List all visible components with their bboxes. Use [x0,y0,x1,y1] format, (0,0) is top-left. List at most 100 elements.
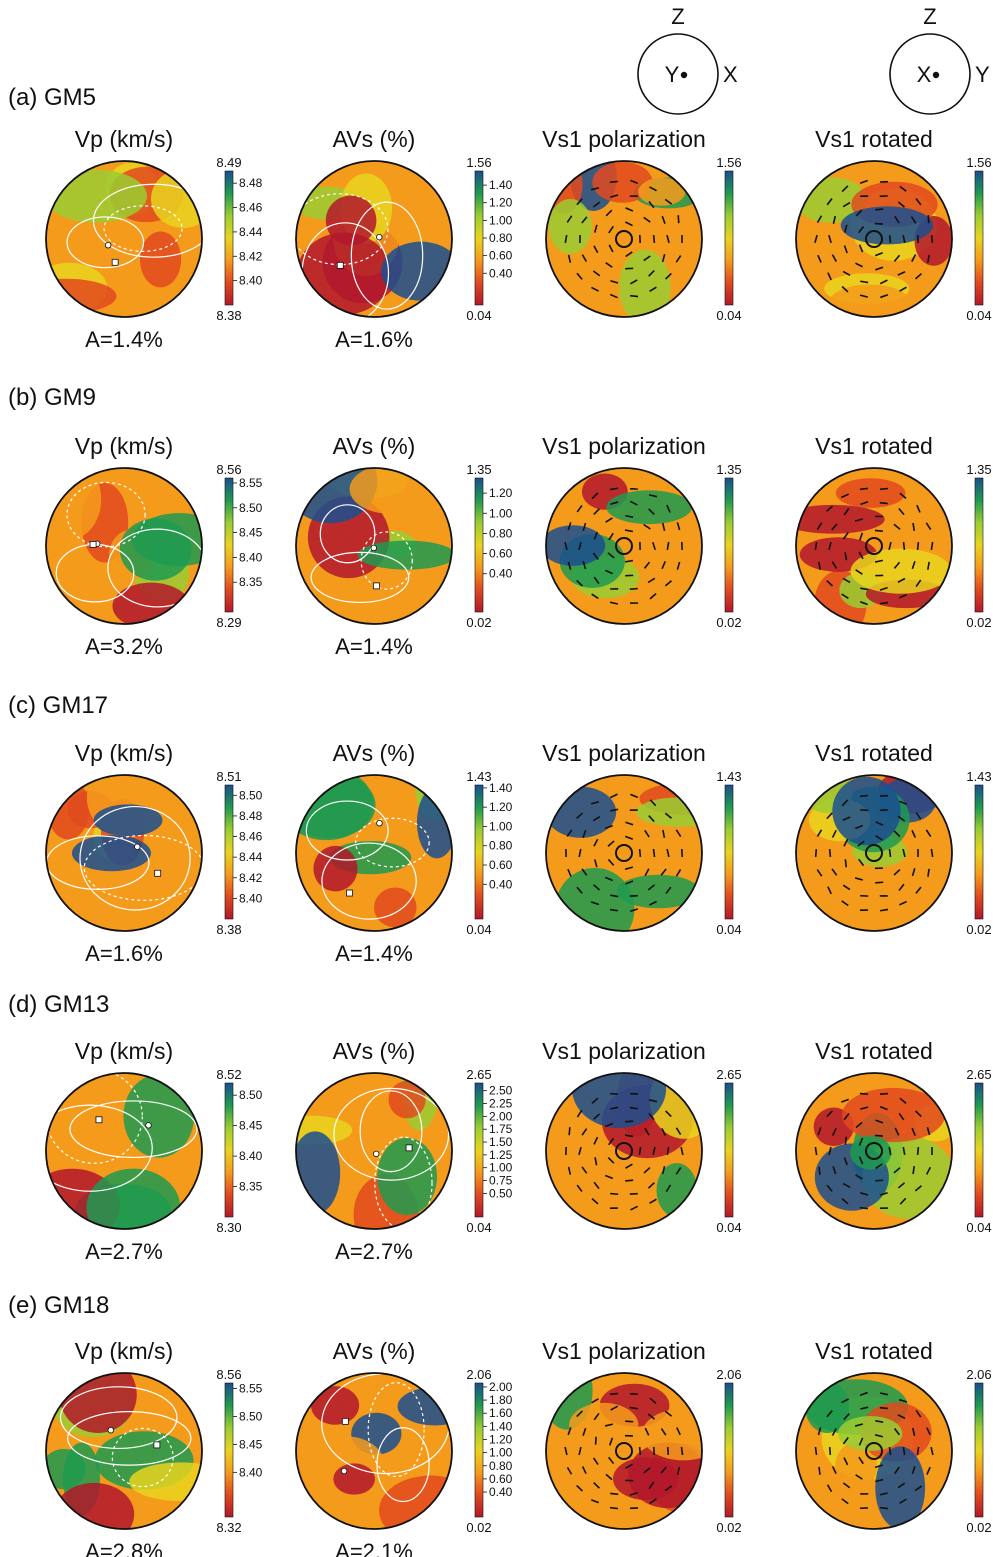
panel-title: Vp (km/s) [75,740,173,766]
panel-title: AVs (%) [333,1038,416,1064]
panel-vp: Vp (km/s)8.498.388.488.468.448.428.40A=1… [15,126,263,352]
stereonet-fill [781,468,952,639]
polarization-tick [610,910,618,911]
colorbar-tick-label: 1.40 [489,178,513,192]
colorbar: 8.498.388.488.468.448.428.40 [216,155,262,323]
panel-avs: AVs (%)1.430.041.401.201.000.800.600.40A… [280,740,513,966]
polarization-tick [875,530,883,531]
panel-title: Vp (km/s) [75,1338,173,1364]
colorbar-min: 0.02 [966,922,991,937]
contour-region [841,206,933,244]
polarization-tick [918,1147,919,1155]
panel-avs: AVs (%)2.060.022.001.801.601.401.201.000… [291,1338,513,1557]
max-marker [154,1442,160,1448]
polarization-tick [880,1094,888,1095]
polarization-tick [819,1467,820,1475]
colorbar-min: 8.32 [216,1520,241,1535]
colorbar-max: 2.65 [966,1067,991,1082]
colorbar-tick-label: 8.46 [239,201,263,215]
max-marker [155,870,161,876]
colorbar-min: 0.04 [966,308,991,323]
panel-pol: Vs1 polarization1.560.04 [542,126,741,324]
colorbar: 2.060.02 [716,1367,741,1535]
colorbar-tick-label: 0.80 [489,231,513,245]
colorbar-scale [475,478,483,612]
stereonet-fill [546,1049,719,1229]
panel-rot: Vs1 rotated2.650.04 [796,1038,992,1235]
max-marker [346,890,352,896]
panel-title: AVs (%) [333,740,416,766]
colorbar-tick-label: 0.60 [489,249,513,263]
polarization-tick [830,849,831,857]
colorbar: 8.528.308.508.458.408.35 [216,1067,262,1235]
polarization-tick [928,869,929,877]
colorbar-min: 0.04 [466,1220,491,1235]
polarization-tick [610,1194,618,1195]
max-marker [374,583,380,589]
min-marker [108,1427,114,1433]
stereonet-fill [46,761,204,931]
colorbar-tick-label: 0.40 [489,567,513,581]
colorbar: 8.568.328.558.508.458.40 [216,1367,262,1535]
panel-avs: AVs (%)1.560.041.401.201.000.800.600.40A… [291,126,513,352]
polarization-tick [875,209,883,210]
colorbar-tick-label: 8.42 [239,249,263,263]
panel-title: Vs1 rotated [815,126,933,152]
colorbar-min: 0.04 [966,1220,991,1235]
colorbar-tick-label: 8.45 [239,1437,263,1451]
panel-title: Vs1 rotated [815,1338,933,1364]
colorbar-max: 1.56 [466,155,491,170]
panel-vp: Vp (km/s) 8.51 8.38 8.50 8.48 8.46 8.44 8.42 8.4… [46,740,263,966]
polarization-tick [819,1167,820,1175]
max-marker [90,541,96,547]
max-marker [337,262,343,268]
colorbar: 1.430.02 [966,769,991,937]
contour-region [836,478,906,508]
reference-frame-1: ZY X [638,4,738,114]
polarization-tick [875,1135,883,1136]
stereonet-fill [796,1073,957,1229]
colorbar-max: 2.06 [716,1367,741,1382]
row-label: (e) GM18 [8,1292,109,1319]
colorbar-scale [475,1083,483,1217]
contour-region [14,1092,109,1147]
panel-title: Vs1 rotated [815,740,933,766]
max-marker [112,259,118,265]
colorbar-max: 1.35 [466,462,491,477]
polarization-tick [880,603,888,604]
colorbar-max: 1.56 [966,155,991,170]
panel-avs: AVs (%)1.350.021.201.000.800.600.40A=1.4… [284,433,513,659]
polarization-tick [610,1393,618,1394]
polarization-tick [918,542,919,550]
panel-vp: Vp (km/s) 8.56 8.32 8.55 8.50 8.45 8.40 A=2.8% [42,1338,263,1557]
contour-region [284,773,376,838]
colorbar-min: 8.29 [216,615,241,630]
panel-title: Vp (km/s) [75,433,173,459]
colorbar-tick-label: 1.20 [489,196,513,210]
axis-label-right: Y [975,62,990,87]
axis-label-right: X [723,62,738,87]
contour-region [389,1081,426,1119]
colorbar: 2.060.02 [966,1367,991,1535]
stereonet-fill [545,143,703,324]
polarization-tick [928,215,929,223]
colorbar: 1.430.04 [716,769,741,937]
panel-title: AVs (%) [333,1338,416,1364]
panel-title: Vp (km/s) [75,1038,173,1064]
polarization-tick [889,1447,890,1455]
colorbar-scale [975,171,983,305]
colorbar: 1.35 0.02 1.20 1.00 0.80 0.60 0.40 [466,462,512,630]
contour-region [850,549,951,594]
polarization-tick [630,1108,638,1109]
colorbar-tick-label: 0.60 [489,858,513,872]
panel-avs: AVs (%)2.650.042.502.252.001.751.501.251… [269,1038,513,1264]
min-marker [376,234,382,240]
contour-region [541,525,606,566]
panel-vp: Vp (km/s) 8.52 8.30 8.50 8.45 8.40 8.35 A=2.7% [14,1038,263,1264]
colorbar-min: 0.02 [466,1520,491,1535]
contour-region [151,169,216,228]
colorbar-tick-label: 1.60 [489,1406,513,1420]
colorbar-tick-label: 0.80 [489,839,513,853]
panel-vp: Vp (km/s)8.568.298.558.508.458.408.35A=3… [39,433,262,659]
polarization-tick [681,1447,682,1455]
